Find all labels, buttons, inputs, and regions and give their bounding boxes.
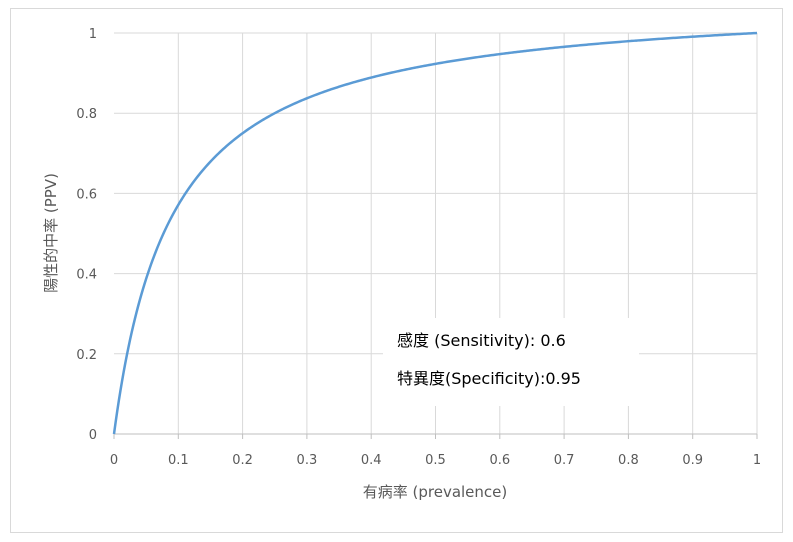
x-axis-title: 有病率 (prevalence): [363, 483, 508, 501]
x-tick-label: 0.9: [682, 453, 703, 468]
y-tick-label: 0.8: [76, 107, 97, 122]
y-tick-label: 0.4: [76, 268, 97, 283]
annotation-specificity: 特異度(Specificity):0.95: [397, 369, 581, 388]
x-tick-label: 0.4: [361, 453, 382, 468]
annotation-sensitivity: 感度 (Sensitivity): 0.6: [397, 331, 566, 350]
x-tick-label: 0.5: [425, 453, 446, 468]
x-tick-label: 0.2: [232, 453, 253, 468]
x-tick-label: 0.1: [168, 453, 189, 468]
y-axis-title: 陽性的中率 (PPV): [42, 173, 60, 293]
x-tick-labels: 0 0.1 0.2 0.3 0.4 0.5 0.6 0.7 0.8 0.9 1: [110, 453, 761, 468]
annotation-box: [383, 318, 639, 406]
y-tick-label: 0.2: [76, 348, 97, 363]
x-tick-label: 1: [753, 453, 761, 468]
y-tick-label: 0: [89, 428, 97, 443]
x-tick-label: 0.6: [489, 453, 510, 468]
axes: [113, 433, 758, 439]
x-tick-label: 0.8: [618, 453, 639, 468]
x-tick-label: 0.3: [297, 453, 318, 468]
y-tick-label: 0.6: [76, 187, 97, 202]
x-tick-label: 0.7: [554, 453, 575, 468]
ppv-line: [112, 31, 758, 435]
y-tick-label: 1: [89, 27, 97, 42]
series-group: [112, 31, 758, 435]
chart-frame: [10, 8, 783, 533]
y-tick-labels: 0 0.2 0.4 0.6 0.8 1: [76, 27, 97, 443]
x-tick-label: 0: [110, 453, 118, 468]
